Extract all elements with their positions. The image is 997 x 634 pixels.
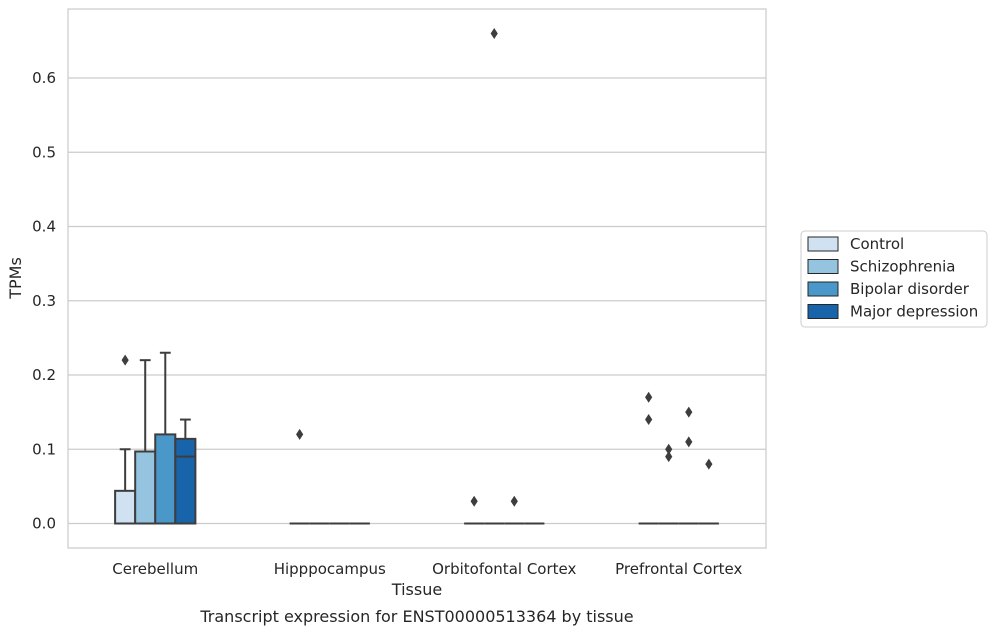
box-body (134, 450, 157, 525)
y-axis-label: TPMs (6, 257, 25, 300)
outlier-point (470, 495, 478, 507)
plot-frame (67, 8, 767, 549)
box-body (174, 437, 197, 525)
y-tick-label: 0.3 (32, 292, 56, 310)
y-tick-label: 0.4 (32, 218, 56, 236)
box-bipolar-disorder (678, 406, 699, 525)
legend: Control Schizophrenia Bipolar disorder Majo… (800, 230, 988, 328)
box-body (154, 433, 177, 525)
legend-label: Control (850, 235, 904, 253)
legend-label: Bipolar disorder (850, 280, 970, 298)
box-bipolar-disorder (154, 351, 177, 525)
y-tick-label: 0.5 (32, 143, 56, 161)
outlier-point (685, 436, 693, 448)
outlier-point (490, 28, 498, 39)
chart-caption: Transcript expression for ENST0000051336… (199, 607, 633, 626)
box-schizophrenia (658, 443, 679, 525)
y-tick-label: 0.2 (32, 366, 56, 384)
outlier-point (705, 458, 713, 470)
box-control (289, 428, 310, 525)
box-major-depression (698, 458, 719, 525)
legend-swatch (807, 281, 839, 297)
box-groups (114, 28, 719, 525)
outlier-point (685, 406, 693, 418)
box-control (464, 495, 485, 525)
outlier-point (121, 354, 129, 366)
legend-label: Major depression (850, 303, 978, 321)
x-axis-ticks: Cerebellum Hipppocampus Orbitofontal Corte… (112, 560, 742, 578)
legend-swatch (807, 259, 839, 274)
box-schizophrenia (484, 28, 505, 525)
legend-swatch (807, 236, 839, 252)
y-tick-label: 0.1 (32, 440, 56, 458)
box-major-depression (174, 418, 197, 525)
outlier-point (665, 451, 673, 463)
x-tick-label: Cerebellum (112, 560, 198, 578)
x-axis-label: Tissue (391, 580, 442, 599)
legend-swatch (807, 304, 839, 319)
legend-label: Schizophrenia (850, 258, 955, 276)
x-tick-label: Orbitofontal Cortex (432, 560, 576, 578)
x-tick-label: Prefrontal Cortex (615, 560, 742, 578)
outlier-point (645, 391, 653, 403)
y-tick-label: 0.0 (32, 515, 56, 533)
y-tick-label: 0.6 (32, 69, 56, 87)
outlier-point (665, 443, 673, 455)
outlier-point (510, 495, 518, 507)
y-axis-ticks: 0.0 0.1 0.2 0.3 0.4 0.5 0.6 (32, 69, 56, 532)
box-control (638, 391, 659, 525)
box-body (114, 489, 137, 525)
outlier-point (296, 428, 304, 440)
box-bipolar-disorder (504, 495, 525, 525)
x-tick-label: Hipppocampus (274, 560, 386, 578)
legend-frame (800, 230, 988, 328)
outlier-point (645, 414, 653, 426)
box-control (114, 354, 137, 525)
